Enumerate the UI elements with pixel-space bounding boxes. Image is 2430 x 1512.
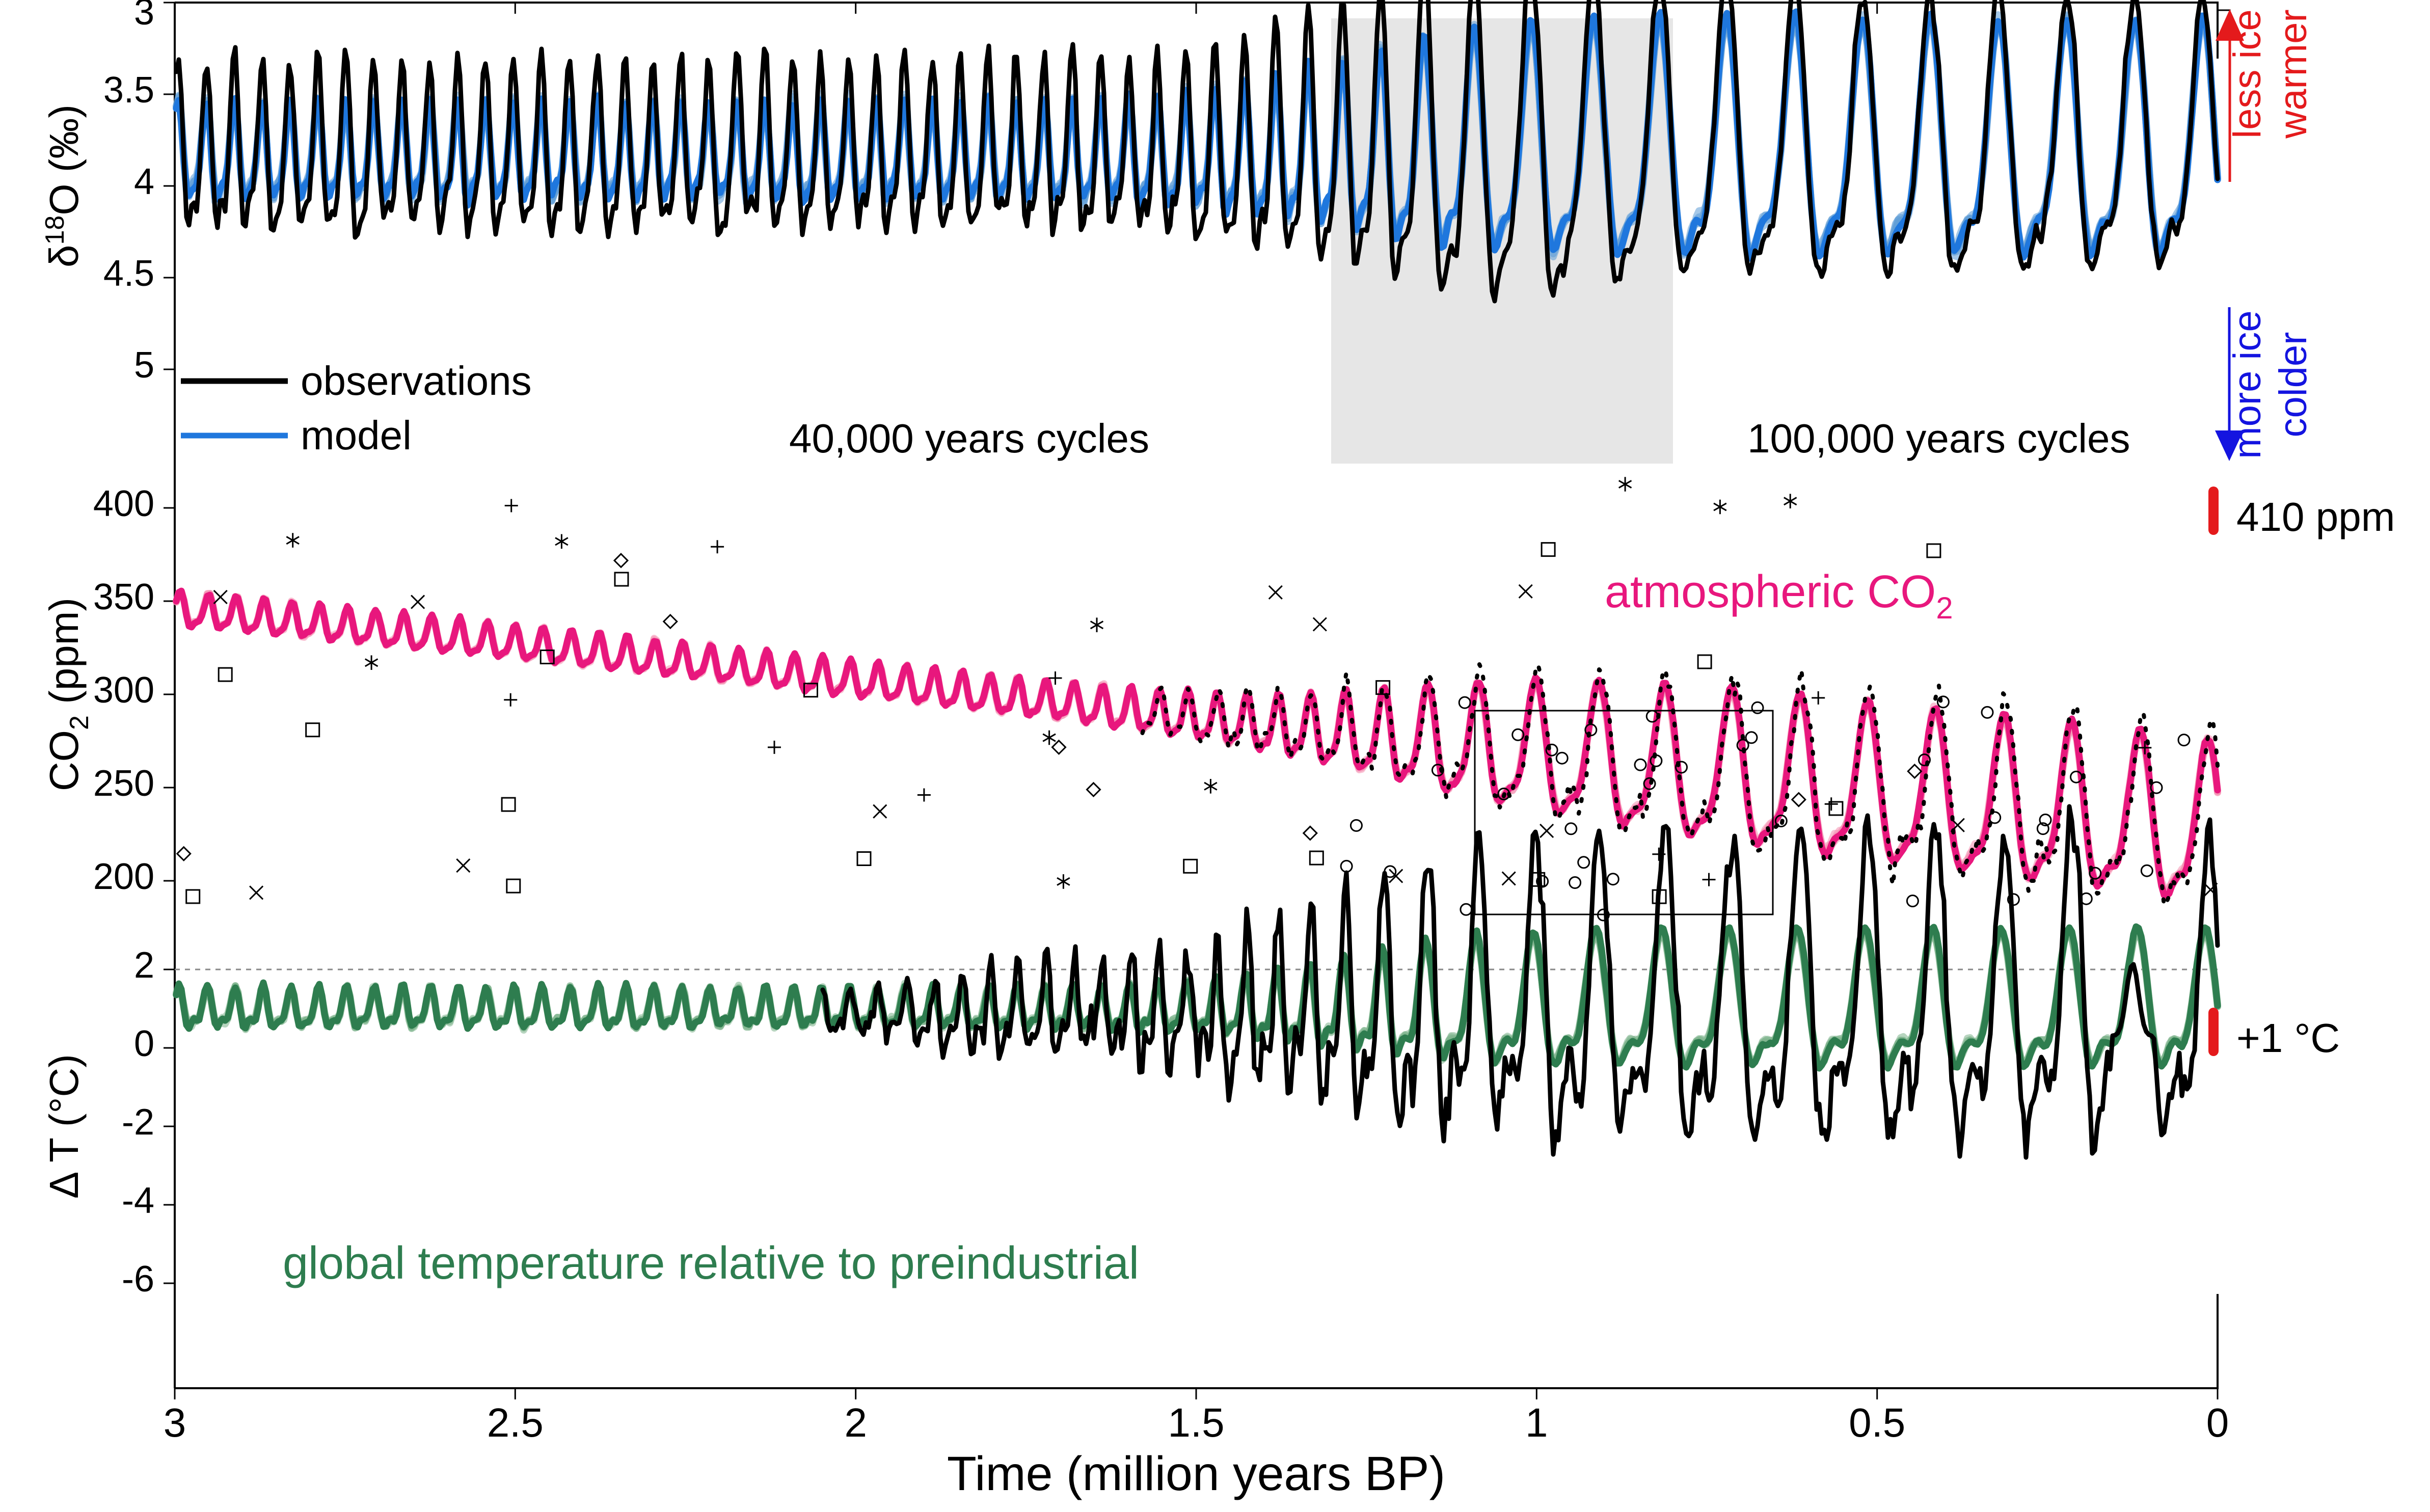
svg-text:200: 200 — [93, 856, 154, 897]
svg-text:+1 °C: +1 °C — [2236, 1015, 2340, 1061]
svg-text:100,000 years cycles: 100,000 years cycles — [1747, 416, 2130, 461]
svg-text:1.5: 1.5 — [1168, 1400, 1224, 1445]
svg-text:global temperature relative to: global temperature relative to preindust… — [283, 1238, 1139, 1289]
svg-text:Time (million years BP): Time (million years BP) — [947, 1447, 1445, 1501]
svg-text:observations: observations — [301, 358, 532, 403]
svg-text:410 ppm: 410 ppm — [2236, 494, 2395, 539]
svg-text:warmer: warmer — [2272, 9, 2315, 139]
svg-text:0: 0 — [134, 1023, 154, 1064]
svg-text:5: 5 — [134, 345, 154, 386]
svg-text:CO2 (ppm): CO2 (ppm) — [41, 598, 94, 791]
svg-text:Δ T (°C): Δ T (°C) — [41, 1054, 87, 1199]
svg-text:-2: -2 — [122, 1102, 154, 1143]
svg-text:400: 400 — [93, 483, 154, 524]
svg-text:atmospheric CO2: atmospheric CO2 — [1605, 566, 1953, 625]
svg-text:300: 300 — [93, 670, 154, 711]
svg-text:2.5: 2.5 — [487, 1400, 544, 1445]
svg-text:40,000 years cycles: 40,000 years cycles — [789, 416, 1149, 461]
svg-text:0: 0 — [2206, 1400, 2229, 1445]
svg-text:-4: -4 — [122, 1180, 154, 1221]
svg-text:0.5: 0.5 — [1849, 1400, 1905, 1445]
svg-text:250: 250 — [93, 763, 154, 804]
svg-text:3.5: 3.5 — [103, 70, 154, 111]
svg-text:less ice: less ice — [2226, 9, 2269, 138]
svg-text:3: 3 — [134, 0, 154, 33]
svg-text:2: 2 — [134, 945, 154, 986]
svg-text:4.5: 4.5 — [103, 253, 154, 294]
svg-text:-6: -6 — [122, 1259, 154, 1300]
svg-text:4: 4 — [134, 161, 154, 202]
svg-text:colder: colder — [2272, 332, 2315, 438]
svg-text:more ice: more ice — [2226, 310, 2269, 458]
svg-text:1: 1 — [1525, 1400, 1548, 1445]
svg-text:350: 350 — [93, 577, 154, 617]
svg-text:model: model — [301, 413, 412, 458]
svg-text:3: 3 — [164, 1400, 186, 1445]
svg-text:2: 2 — [844, 1400, 867, 1445]
